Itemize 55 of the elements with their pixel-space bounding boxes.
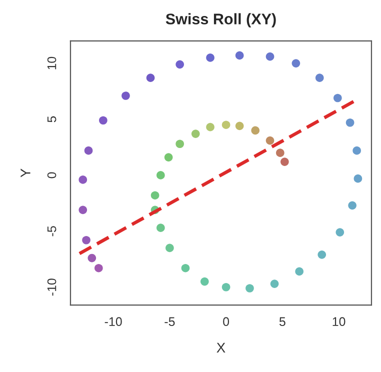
point [88,254,96,262]
point [84,146,93,155]
point [191,130,200,138]
x-tick-label: 10 [332,317,346,326]
point [352,146,361,155]
point [222,282,230,292]
point [99,116,108,125]
x-tick-label: 0 [223,317,230,326]
y-tick-label: 0 [47,172,56,178]
point [164,153,173,162]
y-tick-label: -5 [47,226,56,236]
point [146,74,155,82]
point [156,171,165,180]
point [251,126,260,135]
x-tick-label: -5 [164,317,175,326]
point [295,267,304,276]
point [206,122,214,132]
point [354,174,362,183]
chart-title: Swiss Roll (XY) [166,13,276,28]
point [122,92,130,100]
point [222,120,230,130]
point [94,264,103,272]
point [246,284,254,292]
point [235,122,244,130]
point [292,59,300,68]
y-tick-label: -10 [47,278,56,296]
point [166,244,174,252]
x-tick-label: 5 [279,317,286,326]
point [235,51,244,60]
point [348,201,356,210]
x-tick-label: -10 [104,317,122,326]
point [78,176,88,184]
point [315,74,324,82]
point [333,94,342,102]
point [82,236,90,244]
point [206,54,214,62]
point [78,206,88,214]
point [181,264,190,272]
x-axis-title: X [216,342,226,352]
point [270,280,279,288]
y-axis-title: Y [20,168,30,178]
point [176,60,184,69]
point [156,224,165,232]
y-tick-label: 5 [47,116,56,122]
point [318,250,326,259]
point [336,228,344,236]
point [346,118,354,127]
point [266,136,274,145]
point [200,277,209,286]
point [280,158,289,166]
point [266,52,274,61]
point [176,140,184,148]
y-tick-label: 10 [47,56,56,70]
point [150,191,160,200]
point [276,148,284,157]
